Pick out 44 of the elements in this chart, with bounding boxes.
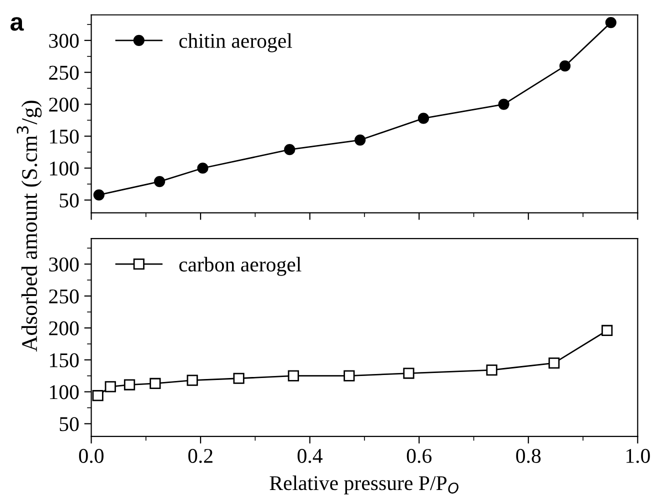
y-tick-label: 50 bbox=[60, 193, 79, 208]
legend-label: chitin aerogel bbox=[179, 33, 292, 52]
y-axis-title: Adsorbed amount (S.cm$^{3}$/g) bbox=[16, 100, 42, 352]
y-tick-label: 250 bbox=[49, 289, 79, 304]
x-tick-label: 1.0 bbox=[626, 448, 650, 464]
x-tick-label: 0.6 bbox=[406, 448, 432, 464]
point bbox=[403, 368, 414, 379]
y-tick-label: 100 bbox=[50, 161, 79, 176]
point bbox=[233, 372, 244, 384]
point bbox=[418, 112, 430, 124]
y-tick-label: 50 bbox=[60, 417, 79, 432]
point bbox=[197, 162, 208, 174]
point bbox=[92, 390, 104, 402]
y-tick-label: 200 bbox=[49, 321, 79, 336]
point bbox=[284, 144, 296, 156]
point bbox=[559, 60, 571, 72]
x-tick-label: 0.2 bbox=[188, 448, 212, 464]
point bbox=[354, 134, 366, 146]
legend-label: carbon aerogel bbox=[179, 256, 302, 276]
point bbox=[344, 370, 355, 382]
y-tick-label: 150 bbox=[50, 130, 79, 144]
point bbox=[486, 364, 498, 376]
y-tick-label: 250 bbox=[49, 66, 79, 80]
y-tick-label: 200 bbox=[49, 98, 79, 112]
point bbox=[605, 16, 616, 28]
point bbox=[124, 379, 136, 390]
x-axis-title: Relative pressure P/P$_{O}$ bbox=[270, 476, 458, 494]
point bbox=[498, 98, 510, 110]
point bbox=[602, 324, 613, 336]
point bbox=[150, 378, 161, 390]
y-tick-label: 300 bbox=[49, 34, 79, 48]
y-tick-label: 100 bbox=[50, 385, 79, 400]
x-tick-label: 0.0 bbox=[79, 448, 104, 464]
y-tick-label: 150 bbox=[50, 353, 79, 368]
point bbox=[93, 189, 104, 200]
point bbox=[186, 374, 198, 386]
y-tick-label: 300 bbox=[49, 257, 79, 272]
x-tick-label: 0.8 bbox=[516, 448, 541, 464]
text: a bbox=[10, 17, 24, 31]
point bbox=[154, 176, 166, 188]
point bbox=[288, 370, 299, 382]
x-tick-label: 0.4 bbox=[298, 448, 323, 464]
point bbox=[548, 357, 560, 369]
point bbox=[104, 381, 116, 392]
